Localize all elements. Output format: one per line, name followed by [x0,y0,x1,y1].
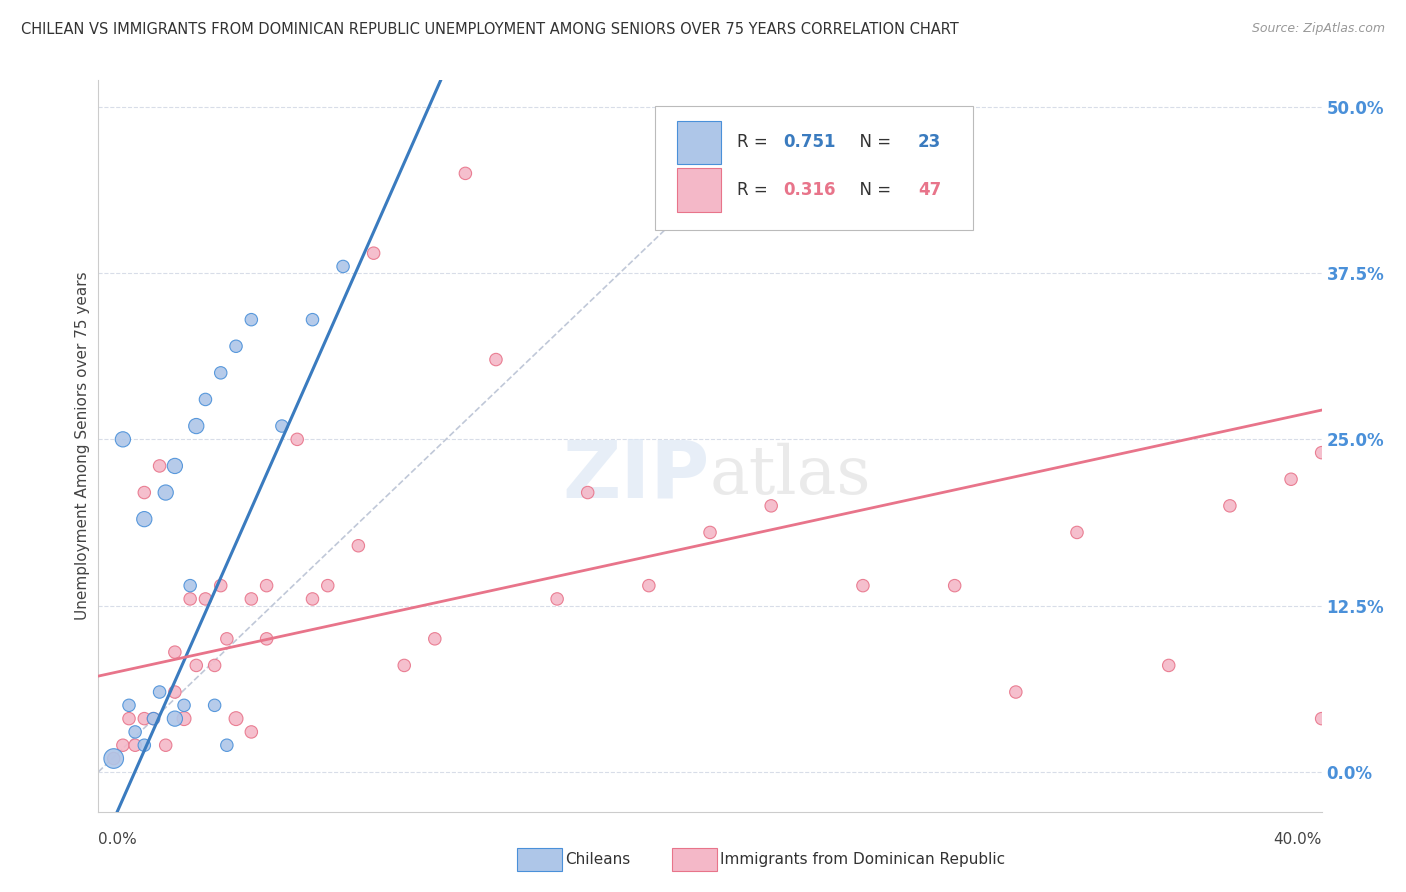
Point [347,539,370,553]
Point [256,579,278,593]
Point [215,738,238,752]
Point [240,591,263,606]
Point [215,632,238,646]
Point [392,658,416,673]
Text: atlas: atlas [710,442,872,508]
Point [240,312,263,326]
Point [163,712,186,726]
Point [316,579,339,593]
Point [270,419,292,434]
Point [225,339,247,353]
Point [204,658,226,673]
Point [423,632,446,646]
Point [134,485,156,500]
Text: 47: 47 [918,181,941,199]
Point [1219,499,1241,513]
Point [1310,712,1333,726]
Point [699,525,721,540]
Text: 0.316: 0.316 [783,181,837,199]
Point [149,685,172,699]
Text: R =: R = [737,181,773,199]
Point [1310,445,1333,459]
Point [225,712,247,726]
Point [134,738,156,752]
Point [852,579,875,593]
Point [155,485,177,500]
Text: 0.0%: 0.0% [98,831,138,847]
Point [142,712,165,726]
Point [1066,525,1088,540]
Text: 0.751: 0.751 [783,134,837,152]
Point [111,738,134,752]
FancyBboxPatch shape [678,121,721,164]
Text: ZIP: ZIP [562,436,710,515]
Point [943,193,966,207]
Point [194,392,217,407]
Point [118,698,141,713]
Text: Immigrants from Dominican Republic: Immigrants from Dominican Republic [720,853,1005,867]
Text: N =: N = [849,134,897,152]
Point [134,712,156,726]
Point [1004,685,1026,699]
Point [454,166,477,180]
Point [1279,472,1302,486]
Point [134,512,156,526]
Point [546,591,568,606]
Text: 40.0%: 40.0% [1274,831,1322,847]
Point [485,352,508,367]
Point [163,645,186,659]
Point [103,751,125,765]
Point [943,579,966,593]
Point [124,738,146,752]
Text: Chileans: Chileans [565,853,630,867]
Point [332,260,354,274]
Point [155,738,177,752]
Text: CHILEAN VS IMMIGRANTS FROM DOMINICAN REPUBLIC UNEMPLOYMENT AMONG SENIORS OVER 75: CHILEAN VS IMMIGRANTS FROM DOMINICAN REP… [21,22,959,37]
Point [209,366,232,380]
Point [124,725,146,739]
Point [759,499,782,513]
Text: 23: 23 [918,134,941,152]
Point [1157,658,1180,673]
Point [111,433,134,447]
Point [179,579,201,593]
Point [637,579,661,593]
Point [186,658,208,673]
Point [240,725,263,739]
Point [363,246,385,260]
Point [103,751,125,765]
Point [173,698,195,713]
Point [301,591,323,606]
Text: Source: ZipAtlas.com: Source: ZipAtlas.com [1251,22,1385,36]
Point [285,433,308,447]
Y-axis label: Unemployment Among Seniors over 75 years: Unemployment Among Seniors over 75 years [75,272,90,620]
Point [186,419,208,434]
Text: N =: N = [849,181,897,199]
Point [256,632,278,646]
Point [179,591,201,606]
Point [209,579,232,593]
Point [301,312,323,326]
Point [194,591,217,606]
Point [576,485,599,500]
Point [142,712,165,726]
FancyBboxPatch shape [678,169,721,211]
FancyBboxPatch shape [655,106,973,230]
Point [163,458,186,473]
Point [149,458,172,473]
Point [204,698,226,713]
Point [173,712,195,726]
Text: R =: R = [737,134,773,152]
Point [118,712,141,726]
Point [163,685,186,699]
